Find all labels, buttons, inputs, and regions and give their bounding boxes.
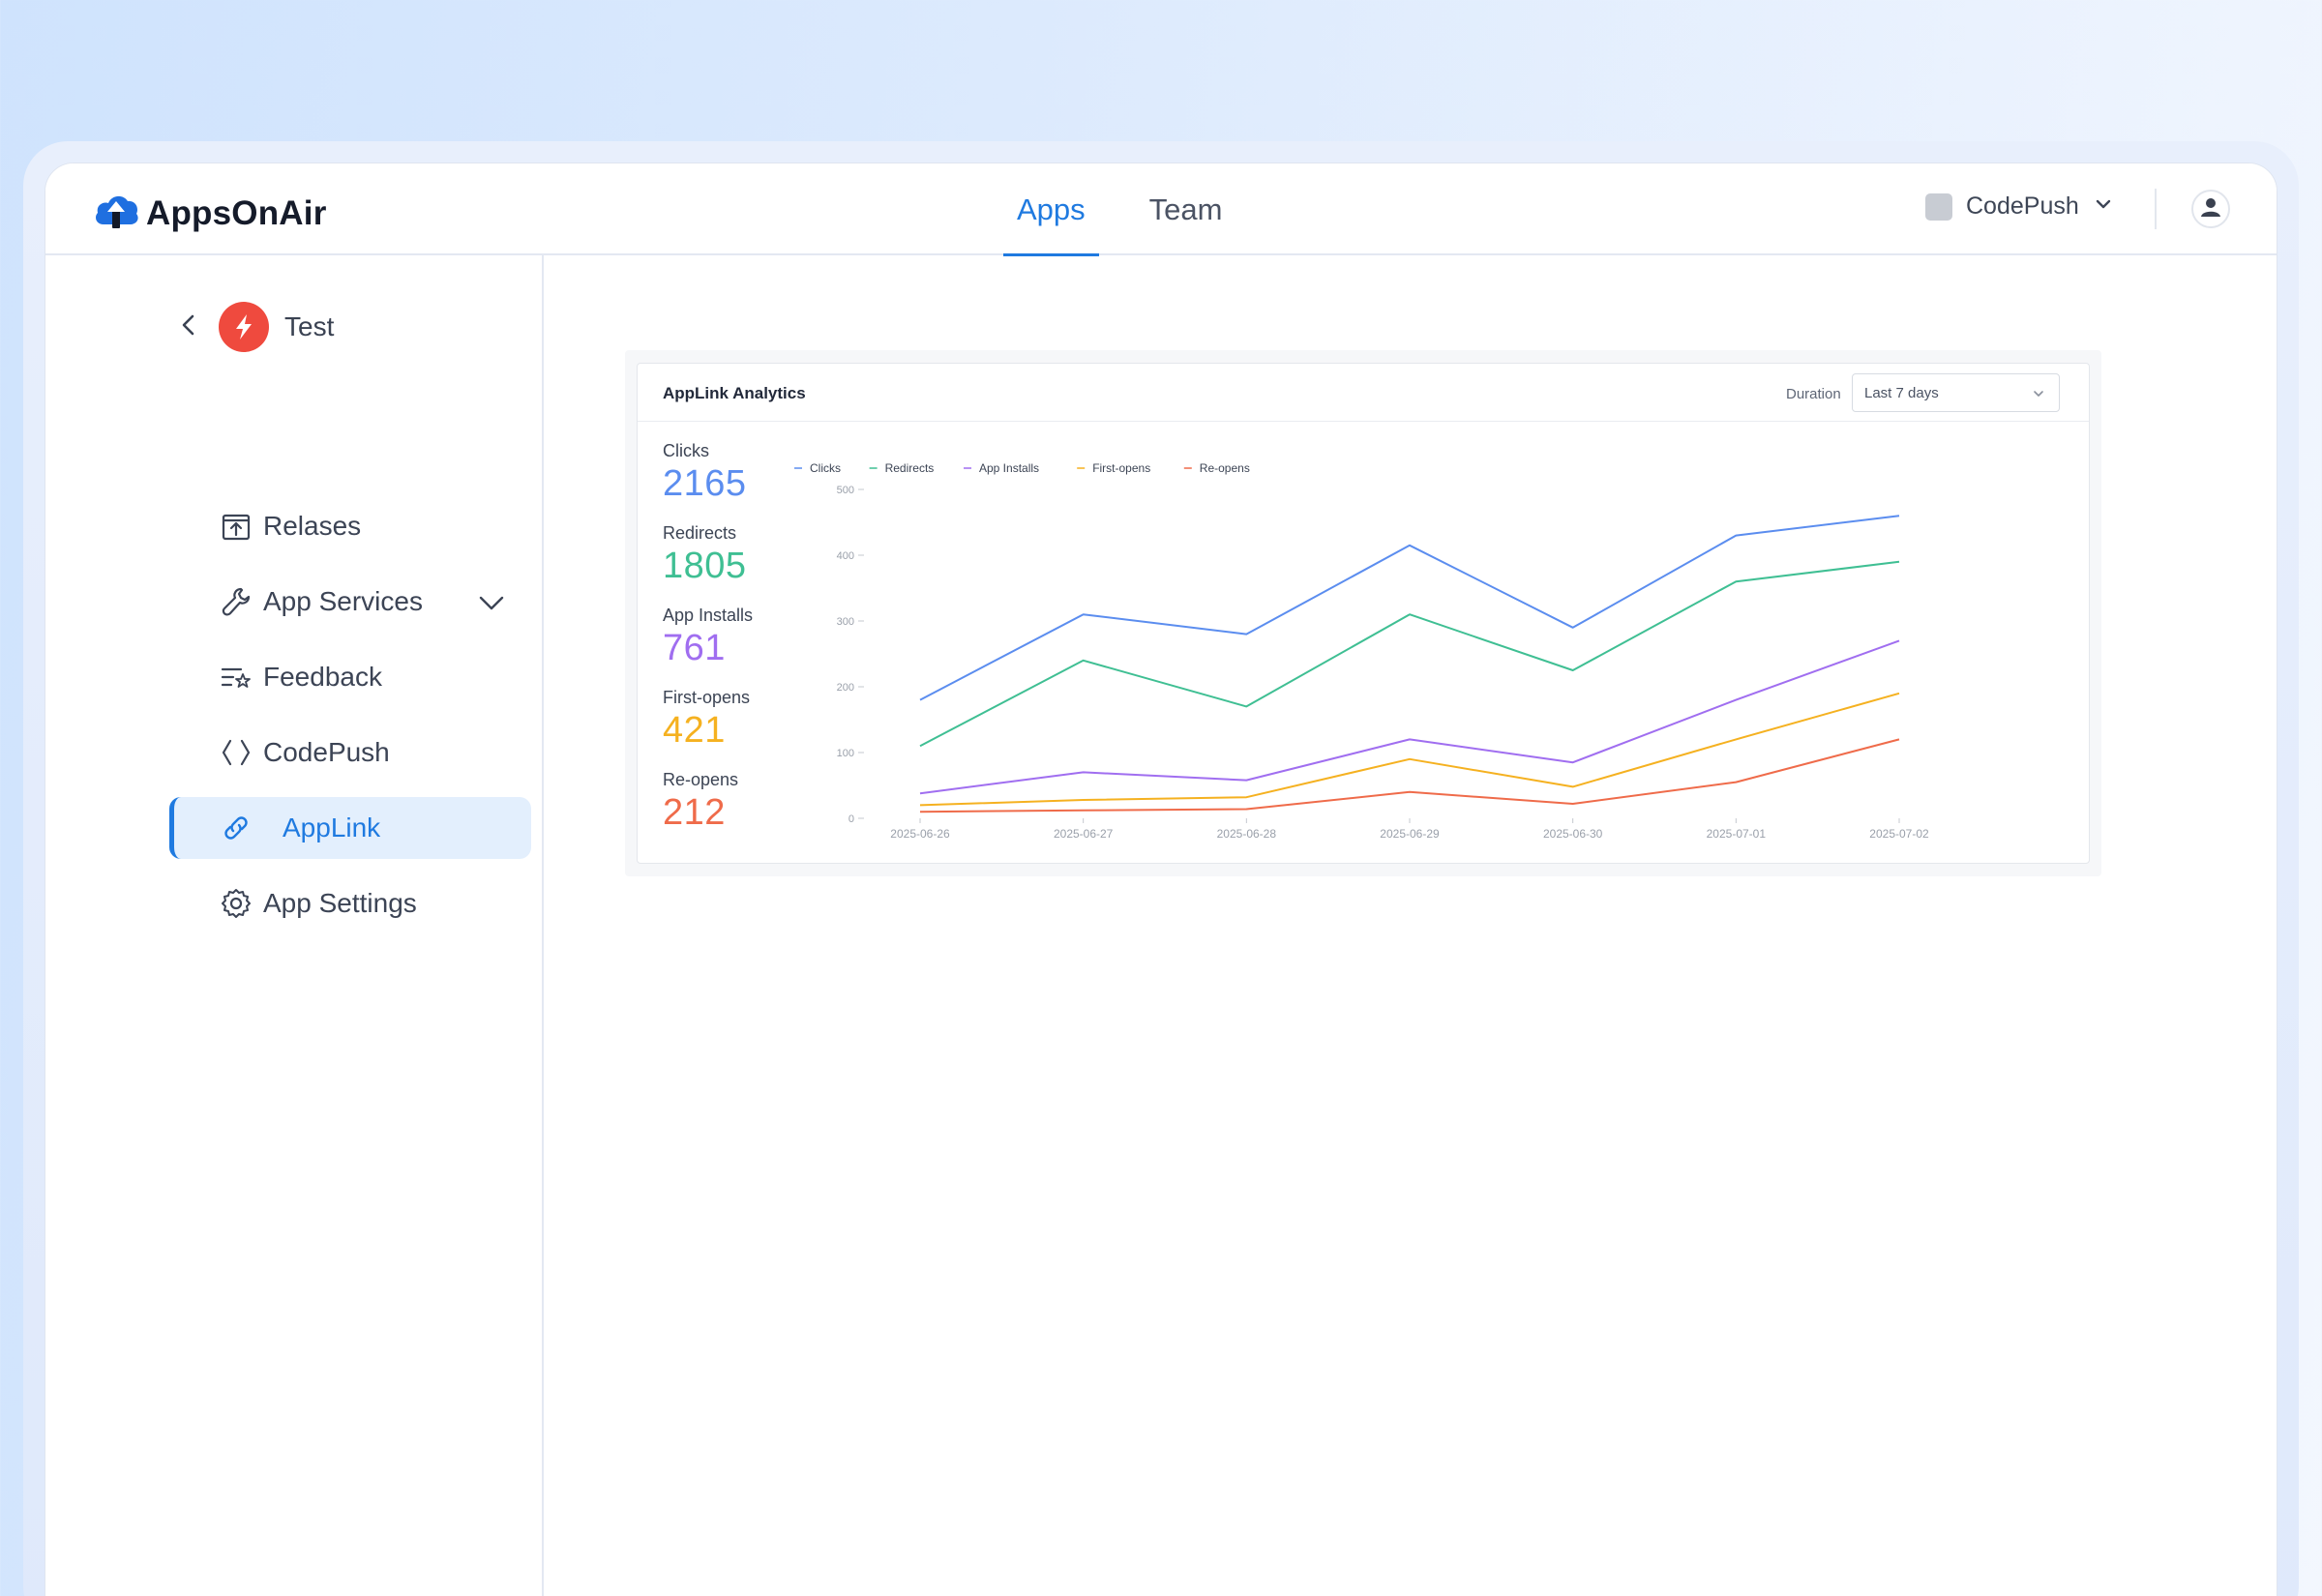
header-divider <box>2155 189 2157 229</box>
analytics-line-chart: 0 100 200 300 400 500 2025-06-26 2025-06-27 2025… <box>783 439 2079 845</box>
user-avatar[interactable] <box>2191 190 2230 228</box>
chevron-down-icon[interactable] <box>477 590 506 613</box>
code-brackets-icon <box>220 736 253 769</box>
gear-icon <box>220 887 253 920</box>
series-line <box>919 738 1900 813</box>
app-window: AppsOnAir Apps Team CodePush <box>45 163 2277 1596</box>
feedback-star-icon <box>220 661 253 694</box>
sidebar-item-label: CodePush <box>263 737 390 767</box>
main-nav: Apps Team <box>1003 163 1272 256</box>
stat-value: 761 <box>663 628 726 668</box>
sidebar-item-app-settings[interactable]: App Settings <box>169 872 531 934</box>
brand-name: AppsOnAir <box>146 193 327 232</box>
main-content: AppLink Analytics Duration Last 7 days C… <box>544 255 2277 1596</box>
y-tick-label: 200 <box>837 682 854 694</box>
x-tick-label: 2025-07-02 <box>1869 827 1929 841</box>
x-tick-label: 2025-06-29 <box>1380 827 1440 841</box>
app-header: Test <box>176 302 334 352</box>
user-icon <box>2199 195 2222 223</box>
sidebar-item-app-services[interactable]: App Services <box>169 571 531 633</box>
stat-value: 212 <box>663 792 726 833</box>
legend-label: App Installs <box>979 461 1039 475</box>
cloud-upload-icon <box>92 190 140 237</box>
stat-value: 2165 <box>663 463 747 504</box>
link-icon <box>220 812 253 844</box>
x-tick-label: 2025-06-27 <box>1054 827 1114 841</box>
legend-label: Clicks <box>810 461 841 475</box>
stat-label: App Installs <box>663 606 754 625</box>
sidebar-item-label: App Settings <box>263 888 417 918</box>
legend-label: Redirects <box>885 461 935 475</box>
tab-team[interactable]: Team <box>1148 192 1223 226</box>
x-tick-label: 2025-06-30 <box>1543 827 1603 841</box>
series-line <box>919 515 1900 701</box>
stat-first-opens: First-opens 421 <box>663 688 808 770</box>
y-tick-label: 0 <box>848 813 854 825</box>
sidebar-item-label: AppLink <box>283 813 381 842</box>
sidebar-item-label: Relases <box>263 511 362 541</box>
card-title: AppLink Analytics <box>663 384 806 402</box>
y-tick-label: 500 <box>837 485 854 496</box>
applink-analytics-card: AppLink Analytics Duration Last 7 days C… <box>637 363 2090 864</box>
release-box-icon <box>220 510 253 543</box>
stat-label: First-opens <box>663 688 751 707</box>
stat-value: 421 <box>663 710 726 751</box>
stat-label: Clicks <box>663 441 709 460</box>
x-tick-label: 2025-06-26 <box>890 827 950 841</box>
sidebar: Test Relases App Services Feedback <box>45 255 544 1596</box>
card-header: AppLink Analytics Duration Last 7 days <box>638 364 2089 422</box>
brand-logo[interactable]: AppsOnAir <box>92 190 327 237</box>
app-name: Test <box>284 311 335 341</box>
sidebar-item-codepush[interactable]: CodePush <box>169 722 531 783</box>
x-tick-label: 2025-06-28 <box>1217 827 1277 841</box>
duration-select[interactable]: Last 7 days <box>1852 373 2060 412</box>
legend-label: First-opens <box>1092 461 1150 475</box>
org-selector-label: CodePush <box>1966 192 2079 220</box>
wrench-icon <box>220 585 253 618</box>
stat-label: Re-opens <box>663 770 739 789</box>
org-avatar <box>1925 192 1952 221</box>
y-tick-label: 100 <box>837 748 854 759</box>
sidebar-item-label: App Services <box>263 586 423 616</box>
back-chevron-icon[interactable] <box>176 312 201 342</box>
tab-apps[interactable]: Apps <box>1003 163 1099 256</box>
x-tick-label: 2025-07-01 <box>1707 827 1767 841</box>
app-icon <box>219 302 269 352</box>
series-line <box>919 560 1900 748</box>
stat-redirects: Redirects 1805 <box>663 523 808 606</box>
stats-summary: Clicks 2165 Redirects 1805 App Installs … <box>663 441 808 852</box>
stat-re-opens: Re-opens 212 <box>663 770 808 852</box>
legend-label: Re-opens <box>1200 461 1250 475</box>
stat-label: Redirects <box>663 523 737 543</box>
series-line <box>919 692 1900 807</box>
sidebar-item-feedback[interactable]: Feedback <box>169 646 531 708</box>
chart-svg: 0 100 200 300 400 500 2025-06-26 2025-06-27 2025… <box>794 461 1929 841</box>
y-tick-label: 400 <box>837 550 854 562</box>
stat-clicks: Clicks 2165 <box>663 441 808 523</box>
top-header: AppsOnAir Apps Team CodePush <box>45 163 2277 256</box>
stat-app-installs: App Installs 761 <box>663 606 808 688</box>
chevron-down-icon <box>2093 193 2114 220</box>
duration-label: Duration <box>1786 386 1841 402</box>
sidebar-item-applink[interactable]: AppLink <box>169 797 531 859</box>
stat-value: 1805 <box>663 546 747 586</box>
sidebar-item-label: Feedback <box>263 662 382 692</box>
sidebar-item-releases[interactable]: Relases <box>169 495 531 557</box>
y-tick-label: 300 <box>837 616 854 628</box>
series-line <box>919 639 1900 795</box>
org-selector[interactable]: CodePush <box>1925 192 2114 221</box>
duration-select-value: Last 7 days <box>1864 384 1939 401</box>
chevron-down-icon <box>2032 387 2045 400</box>
